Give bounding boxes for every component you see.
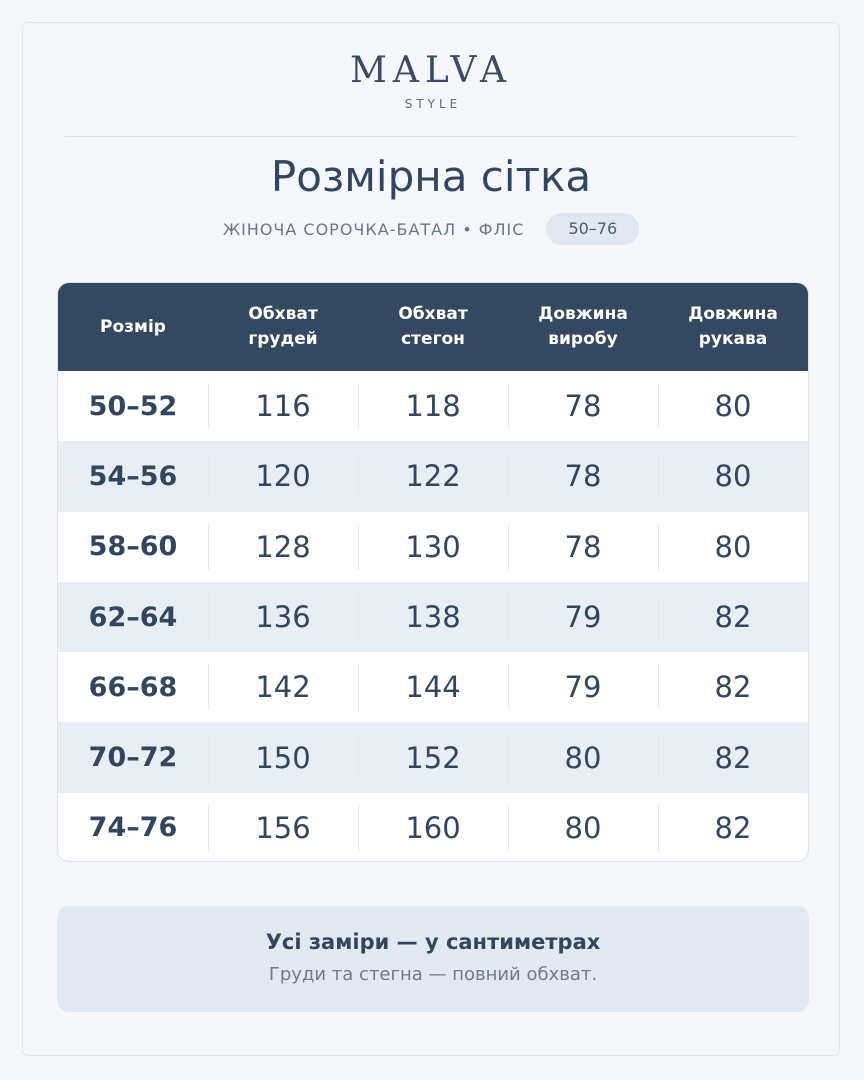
table-row: 66–68 142 144 79 82 bbox=[58, 652, 808, 722]
table-row: 54–56 120 122 78 80 bbox=[58, 441, 808, 512]
cell-chest: 150 bbox=[208, 722, 358, 792]
brand-logo: MALVA STYLE bbox=[23, 50, 839, 112]
cell-hips: 130 bbox=[358, 512, 508, 582]
cell-hips: 160 bbox=[358, 793, 508, 861]
cell-hips: 152 bbox=[358, 722, 508, 792]
cell-chest: 136 bbox=[208, 582, 358, 652]
cell-chest: 128 bbox=[208, 512, 358, 582]
note-text: Груди та стегна — повний обхват. bbox=[268, 964, 598, 985]
cell-length: 80 bbox=[508, 793, 658, 861]
cell-size: 62–64 bbox=[88, 601, 178, 633]
header-hips: Обхват стегон bbox=[398, 304, 468, 349]
cell-size: 50–52 bbox=[88, 390, 178, 422]
table-row: 70–72 150 152 80 82 bbox=[58, 722, 808, 793]
table-row: 50–52 116 118 78 80 bbox=[58, 371, 808, 441]
cell-size: 70–72 bbox=[88, 742, 178, 774]
note-title: Усі заміри — у сантиметрах bbox=[265, 930, 601, 954]
subtitle-row: ЖІНОЧА СОРОЧКА-БАТАЛ • ФЛІС 50–76 bbox=[23, 212, 839, 246]
cell-length: 79 bbox=[508, 652, 658, 722]
cell-hips: 138 bbox=[358, 582, 508, 652]
cell-chest: 156 bbox=[208, 793, 358, 861]
cell-size: 54–56 bbox=[88, 460, 178, 492]
cell-size: 74–76 bbox=[88, 812, 178, 844]
cell-length: 78 bbox=[508, 441, 658, 511]
cell-hips: 144 bbox=[358, 652, 508, 722]
brand-name: MALVA bbox=[349, 50, 513, 91]
cell-chest: 116 bbox=[208, 371, 358, 441]
cell-sleeve: 80 bbox=[658, 441, 808, 511]
cell-hips: 122 bbox=[358, 441, 508, 511]
cell-sleeve: 82 bbox=[658, 652, 808, 722]
cell-sleeve: 82 bbox=[658, 582, 808, 652]
page-title: Розмірна сітка bbox=[270, 152, 592, 201]
cell-length: 79 bbox=[508, 582, 658, 652]
size-chart-card: MALVA STYLE Розмірна сітка ЖІНОЧА СОРОЧК… bbox=[22, 22, 840, 1056]
cell-chest: 142 bbox=[208, 652, 358, 722]
measurement-note: Усі заміри — у сантиметрах Груди та стег… bbox=[57, 906, 809, 1012]
cell-sleeve: 80 bbox=[658, 512, 808, 582]
cell-length: 78 bbox=[508, 371, 658, 441]
cell-length: 80 bbox=[508, 722, 658, 792]
product-subtitle: ЖІНОЧА СОРОЧКА-БАТАЛ • ФЛІС bbox=[222, 219, 525, 239]
table-row: 74–76 156 160 80 82 bbox=[58, 793, 808, 861]
size-table: Розмір Обхват грудей Обхват стегон Довжи… bbox=[57, 282, 809, 862]
cell-size: 58–60 bbox=[88, 531, 178, 563]
header-size: Розмір bbox=[100, 316, 166, 337]
cell-length: 78 bbox=[508, 512, 658, 582]
cell-chest: 120 bbox=[208, 441, 358, 511]
table-row: 58–60 128 130 78 80 bbox=[58, 512, 808, 582]
table-header: Розмір Обхват грудей Обхват стегон Довжи… bbox=[58, 283, 808, 371]
header-length: Довжина виробу bbox=[538, 304, 628, 349]
table-row: 62–64 136 138 79 82 bbox=[58, 581, 808, 653]
cell-sleeve: 80 bbox=[658, 371, 808, 441]
header-chest: Обхват грудей bbox=[248, 304, 318, 349]
brand-tagline: STYLE bbox=[404, 97, 462, 111]
cell-size: 66–68 bbox=[88, 671, 178, 703]
cell-sleeve: 82 bbox=[658, 722, 808, 792]
header-divider bbox=[65, 136, 797, 137]
cell-hips: 118 bbox=[358, 371, 508, 441]
size-range-badge: 50–76 bbox=[546, 213, 640, 245]
table-body: 50–52 116 118 78 80 54–56 120 122 78 80 … bbox=[58, 371, 808, 861]
cell-sleeve: 82 bbox=[658, 793, 808, 861]
header-sleeve: Довжина рукава bbox=[688, 304, 778, 349]
